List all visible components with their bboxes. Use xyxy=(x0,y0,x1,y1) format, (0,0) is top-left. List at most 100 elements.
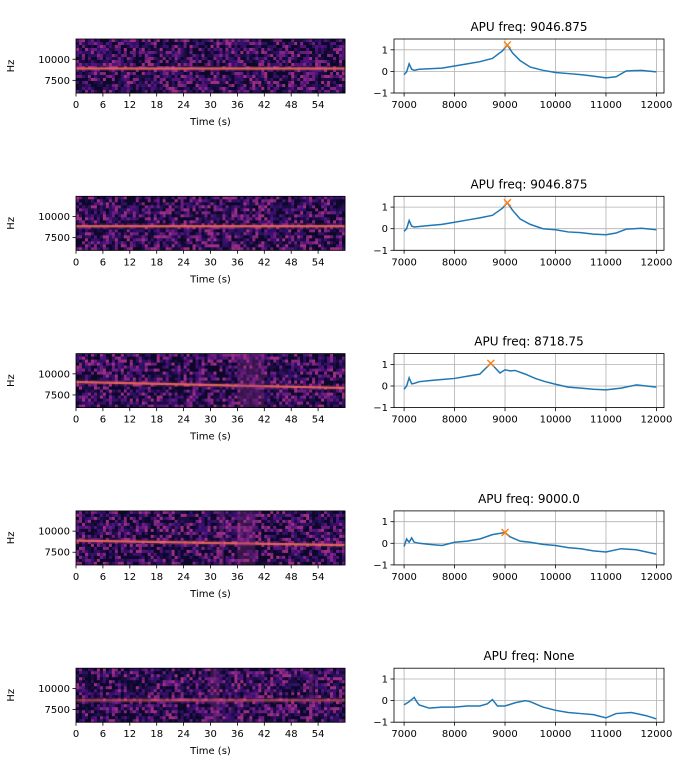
spectrogram-xtick-label: 42 xyxy=(258,729,271,740)
apu-peak-marker xyxy=(503,41,512,50)
apu-ytick-label: 1 xyxy=(382,360,388,371)
row-1: 0 6 12 18 24 30 36 42 48 54 7500 10000 Time (s) Hz 700… xyxy=(6,20,672,128)
spectrogram-4: 0 6 12 18 24 30 36 42 48 54 7500 10000 Time (s) Hz xyxy=(6,510,346,600)
spectrogram-ytick-label: 10000 xyxy=(38,212,70,223)
spectrogram-xtick-label: 42 xyxy=(258,257,271,268)
spectrogram-xtick-label: 54 xyxy=(312,729,325,740)
spectrogram-xtick-label: 24 xyxy=(177,257,190,268)
row-5: 0 6 12 18 24 30 36 42 48 54 7500 10000 Time (s) Hz 700… xyxy=(6,649,672,757)
apu-peak-marker xyxy=(503,198,512,207)
apu-xtick-label: 12000 xyxy=(641,572,673,583)
apu-xtick-label: 12000 xyxy=(641,729,673,740)
apu-chart-title: APU freq: None xyxy=(483,649,574,663)
spectrogram-xtick-label: 18 xyxy=(150,572,163,583)
spectrogram-ylabel: Hz xyxy=(6,374,17,387)
apu-chart-5: 7000 8000 9000 10000 11000 12000 1 0 −1 APU freq:… xyxy=(373,649,672,740)
apu-xtick-label: 10000 xyxy=(540,257,572,268)
spectrogram-ytick-label: 7500 xyxy=(45,233,70,244)
apu-chart-2: 7000 8000 9000 10000 11000 12000 1 0 −1 APU freq:… xyxy=(373,177,672,268)
spectrogram-xtick-label: 48 xyxy=(285,729,298,740)
apu-xtick-label: 9000 xyxy=(492,257,517,268)
spectrogram-xtick-label: 36 xyxy=(231,729,244,740)
apu-xtick-label: 10000 xyxy=(540,415,572,426)
spectrogram-ytick-label: 10000 xyxy=(38,684,70,695)
apu-series-line xyxy=(403,696,657,720)
spectrogram-xtick-label: 6 xyxy=(100,257,106,268)
apu-ytick-label: −1 xyxy=(373,718,388,729)
spectrogram-xtick-label: 48 xyxy=(285,100,298,111)
row-2: 0 6 12 18 24 30 36 42 48 54 7500 10000 Time (s) Hz 700… xyxy=(6,177,672,285)
spectrogram-noise-burst xyxy=(309,668,314,723)
apu-xtick-label: 8000 xyxy=(442,100,467,111)
spectrogram-xtick-label: 24 xyxy=(177,100,190,111)
apu-xtick-label: 9000 xyxy=(492,415,517,426)
spectrogram-xtick-label: 12 xyxy=(123,729,136,740)
apu-xtick-label: 11000 xyxy=(590,415,622,426)
spectrogram-texture xyxy=(76,39,346,94)
spectrogram-xtick-label: 12 xyxy=(123,100,136,111)
apu-frame xyxy=(393,195,665,251)
apu-xtick-label: 8000 xyxy=(442,257,467,268)
spectrogram-ytick-label: 10000 xyxy=(38,55,70,66)
apu-xtick-label: 7000 xyxy=(391,572,416,583)
apu-xtick-label: 11000 xyxy=(590,257,622,268)
spectrogram-xtick-label: 12 xyxy=(123,572,136,583)
spectrogram-noise-burst xyxy=(237,353,265,408)
spectrogram-texture xyxy=(76,668,346,723)
spectrogram-ylabel: Hz xyxy=(6,689,17,702)
spectrogram-ytick-label: 7500 xyxy=(45,390,70,401)
spectrogram-ylabel: Hz xyxy=(6,60,17,73)
apu-ytick-label: −1 xyxy=(373,246,388,257)
spectrogram-xtick-label: 30 xyxy=(204,729,217,740)
spectrogram-xtick-label: 12 xyxy=(123,415,136,426)
apu-frame xyxy=(393,510,665,566)
apu-frame xyxy=(393,38,665,94)
apu-xtick-label: 10000 xyxy=(540,572,572,583)
spectrogram-xtick-label: 0 xyxy=(73,100,79,111)
spectrogram-ytick-label: 10000 xyxy=(38,527,70,538)
spectrogram-ylabel: Hz xyxy=(6,217,17,230)
spectrogram-xtick-label: 42 xyxy=(258,100,271,111)
spectrogram-ytick-label: 10000 xyxy=(38,369,70,380)
spectrogram-xtick-label: 36 xyxy=(231,257,244,268)
apu-xtick-label: 12000 xyxy=(641,100,673,111)
apu-chart-1: 7000 8000 9000 10000 11000 12000 1 0 −1 APU freq:… xyxy=(373,20,672,111)
apu-chart-3: 7000 8000 9000 10000 11000 12000 1 0 −1 APU freq:… xyxy=(373,335,672,426)
spectrogram-xtick-label: 30 xyxy=(204,415,217,426)
spectrogram-ytick-label: 7500 xyxy=(45,548,70,559)
apu-ytick-label: −1 xyxy=(373,89,388,100)
apu-xtick-label: 10000 xyxy=(540,729,572,740)
apu-chart-4: 7000 8000 9000 10000 11000 12000 1 0 −1 APU freq:… xyxy=(373,492,672,583)
apu-series-line xyxy=(403,362,657,391)
apu-ytick-label: 1 xyxy=(382,517,388,528)
spectrogram-xtick-label: 30 xyxy=(204,257,217,268)
apu-xtick-label: 8000 xyxy=(442,415,467,426)
spectrogram-xtick-label: 18 xyxy=(150,257,163,268)
row-3: 0 6 12 18 24 30 36 42 48 54 7500 10000 Time (s) Hz 700… xyxy=(6,335,672,443)
apu-xtick-label: 7000 xyxy=(391,257,416,268)
apu-ytick-label: 1 xyxy=(382,45,388,56)
spectrogram-xtick-label: 6 xyxy=(100,100,106,111)
spectrogram-noise-burst xyxy=(219,510,224,565)
spectrogram-xlabel: Time (s) xyxy=(189,746,231,757)
spectrogram-xtick-label: 0 xyxy=(73,729,79,740)
spectrogram-texture xyxy=(76,510,346,566)
apu-series-line xyxy=(403,201,657,236)
spectrogram-xtick-label: 6 xyxy=(100,415,106,426)
apu-xtick-label: 9000 xyxy=(492,729,517,740)
apu-ytick-label: 1 xyxy=(382,203,388,214)
row-4: 0 6 12 18 24 30 36 42 48 54 7500 10000 Time (s) Hz 700… xyxy=(6,492,672,600)
apu-xtick-label: 11000 xyxy=(590,572,622,583)
spectrogram-texture xyxy=(76,196,346,251)
spectrogram-5: 0 6 12 18 24 30 36 42 48 54 7500 10000 Time (s) Hz xyxy=(6,667,346,757)
apu-xtick-label: 7000 xyxy=(391,729,416,740)
spectrogram-xtick-label: 54 xyxy=(312,572,325,583)
spectrogram-xlabel: Time (s) xyxy=(189,274,231,285)
spectrogram-xtick-label: 0 xyxy=(73,415,79,426)
apu-xtick-label: 12000 xyxy=(641,257,673,268)
spectrogram-3: 0 6 12 18 24 30 36 42 48 54 7500 10000 Time (s) Hz xyxy=(6,353,346,443)
spectrogram-xlabel: Time (s) xyxy=(189,117,231,128)
apu-chart-title: APU freq: 9046.875 xyxy=(470,177,587,191)
spectrogram-xtick-label: 54 xyxy=(312,257,325,268)
